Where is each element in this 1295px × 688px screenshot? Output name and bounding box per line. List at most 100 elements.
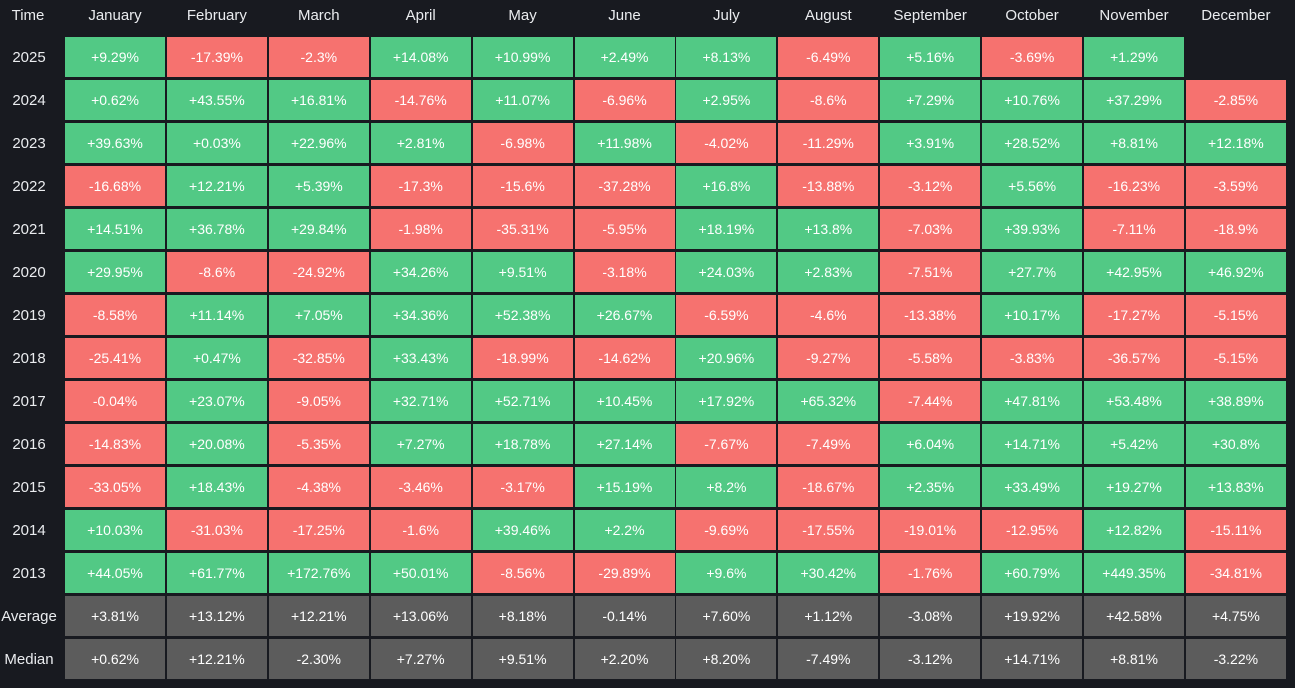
value-cell: +60.79%	[982, 553, 1083, 593]
value-cell: +30.42%	[778, 553, 879, 593]
value-cell: +4.75%	[1185, 596, 1286, 636]
value-cell: -3.83%	[982, 338, 1083, 378]
value-cell: +13.8%	[778, 209, 879, 249]
value-cell: -36.57%	[1084, 338, 1184, 378]
value-cell: -5.58%	[880, 338, 981, 378]
value-cell: +52.38%	[472, 295, 573, 335]
header-cell: February	[186, 6, 247, 24]
row-label: 2016	[12, 435, 46, 453]
value-cell: -3.12%	[880, 166, 981, 206]
value-cell: -13.88%	[778, 166, 879, 206]
value-cell: +30.8%	[1185, 424, 1286, 464]
value-cell: -35.31%	[472, 209, 573, 249]
value-cell: -29.89%	[574, 553, 675, 593]
value-cell: +7.27%	[370, 639, 471, 679]
value-cell: +65.32%	[778, 381, 879, 421]
value-cell: -24.92%	[268, 252, 369, 292]
value-cell: +47.81%	[982, 381, 1083, 421]
value-cell: +42.95%	[1084, 252, 1184, 292]
value-cell: +46.92%	[1185, 252, 1286, 292]
header-cell: October	[1005, 6, 1059, 24]
value-cell: +449.35%	[1084, 553, 1184, 593]
value-cell: +36.78%	[166, 209, 267, 249]
value-cell: -18.9%	[1185, 209, 1286, 249]
row-label: 2014	[12, 521, 46, 539]
row-label: 2018	[12, 349, 46, 367]
value-cell: +0.03%	[166, 123, 267, 163]
value-cell: -9.69%	[676, 510, 777, 550]
value-cell: +38.89%	[1185, 381, 1286, 421]
value-cell: -9.27%	[778, 338, 879, 378]
value-cell: +14.08%	[370, 37, 471, 77]
value-cell: -15.6%	[472, 166, 573, 206]
value-cell: +18.43%	[166, 467, 267, 507]
value-cell: -3.22%	[1185, 639, 1286, 679]
value-cell: +33.43%	[370, 338, 471, 378]
value-cell: -14.76%	[370, 80, 471, 120]
value-cell: +2.95%	[676, 80, 777, 120]
value-cell: -31.03%	[166, 510, 267, 550]
value-cell: +39.46%	[472, 510, 573, 550]
value-cell: +16.8%	[676, 166, 777, 206]
value-cell: +10.03%	[65, 510, 165, 550]
value-cell: +0.47%	[166, 338, 267, 378]
row-label: 2020	[12, 263, 46, 281]
header-cell: September	[893, 6, 967, 24]
value-cell: +39.93%	[982, 209, 1083, 249]
value-cell: +7.05%	[268, 295, 369, 335]
value-cell: +44.05%	[65, 553, 165, 593]
row-label: 2022	[12, 177, 46, 195]
value-cell: -18.99%	[472, 338, 573, 378]
value-cell: +0.62%	[65, 639, 165, 679]
value-cell: -17.39%	[166, 37, 267, 77]
value-cell: -34.81%	[1185, 553, 1286, 593]
value-cell: +1.12%	[778, 596, 879, 636]
value-cell: +5.42%	[1084, 424, 1184, 464]
value-cell: +22.96%	[268, 123, 369, 163]
value-cell: -17.25%	[268, 510, 369, 550]
value-cell: +10.99%	[472, 37, 573, 77]
value-cell: -3.18%	[574, 252, 675, 292]
header-cell: August	[804, 6, 852, 24]
row-label: 2019	[12, 306, 46, 324]
value-cell: +8.2%	[676, 467, 777, 507]
value-cell: +0.62%	[65, 80, 165, 120]
value-cell: -2.30%	[268, 639, 369, 679]
value-cell: -7.67%	[676, 424, 777, 464]
value-cell: +2.2%	[574, 510, 675, 550]
value-cell: +3.81%	[65, 596, 165, 636]
value-cell: -2.3%	[268, 37, 369, 77]
value-cell: -7.51%	[880, 252, 981, 292]
value-cell: +37.29%	[1084, 80, 1184, 120]
value-cell: -16.23%	[1084, 166, 1184, 206]
value-cell: -5.15%	[1185, 295, 1286, 335]
value-cell: +10.76%	[982, 80, 1083, 120]
value-cell: +28.52%	[982, 123, 1083, 163]
row-label: Median	[4, 650, 54, 668]
value-cell: -7.49%	[778, 424, 879, 464]
value-cell: +3.91%	[880, 123, 981, 163]
value-cell: +39.63%	[65, 123, 165, 163]
row-label: 2013	[12, 564, 46, 582]
value-cell: +8.13%	[676, 37, 777, 77]
value-cell: +23.07%	[166, 381, 267, 421]
value-cell: +26.67%	[574, 295, 675, 335]
row-label: 2021	[12, 220, 46, 238]
value-cell: +7.29%	[880, 80, 981, 120]
value-cell: -32.85%	[268, 338, 369, 378]
value-cell: -0.14%	[574, 596, 675, 636]
header-cell: December	[1201, 6, 1271, 24]
value-cell: +12.21%	[268, 596, 369, 636]
value-cell: -0.04%	[65, 381, 165, 421]
value-cell: -13.38%	[880, 295, 981, 335]
value-cell: +12.18%	[1185, 123, 1286, 163]
header-cell: January	[88, 6, 142, 24]
value-cell: +9.51%	[472, 639, 573, 679]
value-cell: +14.71%	[982, 639, 1083, 679]
value-cell: -4.38%	[268, 467, 369, 507]
value-cell: -2.85%	[1185, 80, 1286, 120]
value-cell: +13.83%	[1185, 467, 1286, 507]
value-cell: -6.59%	[676, 295, 777, 335]
